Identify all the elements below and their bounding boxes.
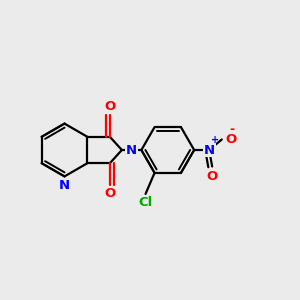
Text: O: O [225,133,237,146]
Text: O: O [206,169,218,182]
Text: +: + [211,135,219,145]
Text: N: N [204,143,215,157]
Text: Cl: Cl [138,196,153,209]
Text: O: O [104,100,116,113]
Text: O: O [104,187,116,200]
Text: N: N [59,179,70,192]
Text: N: N [125,143,136,157]
Text: -: - [230,124,235,136]
